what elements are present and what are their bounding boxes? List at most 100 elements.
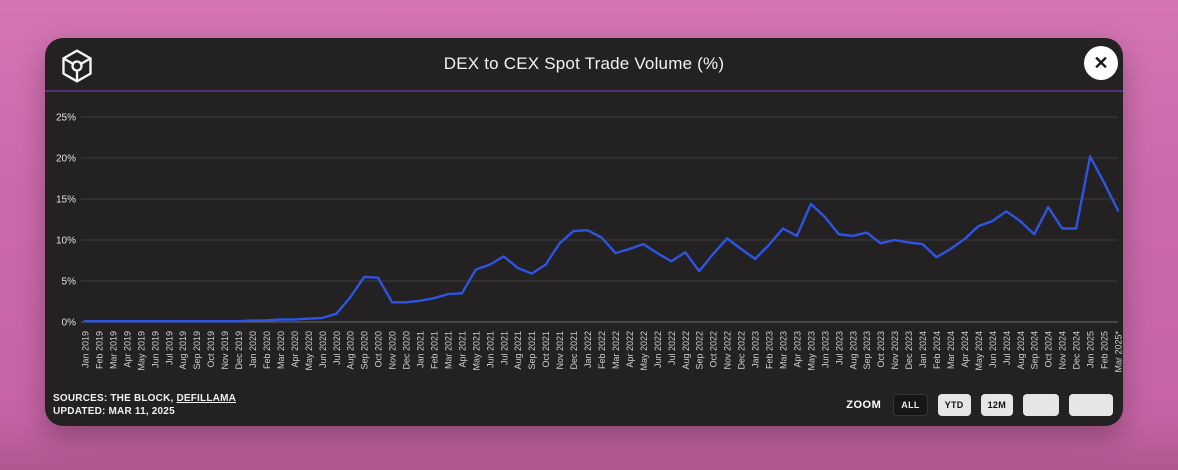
- x-tick-label: Apr 2019: [122, 331, 132, 368]
- page-title: DEX to CEX Spot Trade Volume (%): [443, 54, 725, 73]
- x-tick-label: Jan 2023: [751, 331, 761, 368]
- zoom-controls: ZOOM ALL YTD 12M: [846, 394, 1113, 418]
- widget-header: DEX to CEX Spot Trade Volume (%) ✕: [45, 38, 1123, 90]
- x-tick-label: Jul 2020: [332, 331, 342, 365]
- y-tick-label: 20%: [56, 154, 76, 165]
- x-tick-label: Aug 2021: [513, 331, 523, 370]
- header-divider: [45, 90, 1123, 92]
- x-tick-label: Feb 2023: [765, 331, 775, 369]
- x-tick-label: Oct 2024: [1044, 331, 1054, 368]
- x-tick-label: Feb 2021: [429, 331, 439, 369]
- line-chart: 0% 5% 10% 15% 20% 25% Jan 2019 Feb 2019 Mar 2019…: [56, 113, 1124, 373]
- x-tick-label: Nov 2020: [388, 331, 398, 370]
- chart-area: 0% 5% 10% 15% 20% 25% Jan 2019 Feb 2019 Mar 2019…: [45, 93, 1124, 393]
- x-tick-label: Jun 2023: [820, 331, 830, 368]
- dex-cex-volume-line: [83, 155, 1120, 323]
- x-tick-label: Jul 2021: [499, 331, 509, 365]
- x-tick-label: Jan 2019: [81, 331, 91, 368]
- x-tick-label: Dec 2020: [402, 331, 412, 370]
- x-tick-label: Sep 2020: [360, 331, 370, 370]
- x-tick-label: Apr 2023: [792, 331, 802, 368]
- y-tick-label: 25%: [56, 113, 76, 124]
- x-tick-label: Oct 2022: [709, 331, 719, 368]
- x-tick-label: Aug 2020: [346, 331, 356, 370]
- x-tick-label: Mar 2025*: [1114, 331, 1124, 373]
- x-tick-label: Nov 2021: [555, 331, 565, 370]
- x-tick-label: Feb 2025: [1100, 331, 1110, 369]
- zoom-label: ZOOM: [846, 399, 882, 411]
- sources-line: SOURCES: THE BLOCK, DEFILLAMA: [53, 392, 236, 405]
- y-tick-label: 0%: [62, 318, 77, 329]
- x-tick-label: Jul 2022: [667, 331, 677, 365]
- x-tick-label: Jun 2022: [653, 331, 663, 368]
- zoom-button-ytd[interactable]: YTD: [937, 394, 971, 416]
- x-tick-label: Mar 2022: [611, 331, 621, 369]
- x-tick-label: Jan 2022: [583, 331, 593, 368]
- x-tick-label: May 2024: [974, 331, 984, 371]
- x-tick-label: Feb 2022: [597, 331, 607, 369]
- x-tick-label: Aug 2022: [681, 331, 691, 370]
- x-tick-label: Jun 2019: [150, 331, 160, 368]
- x-tick-label: Oct 2021: [541, 331, 551, 368]
- x-tick-label: Oct 2020: [374, 331, 384, 368]
- x-tick-label: Jun 2020: [318, 331, 328, 368]
- updated-line: UPDATED: MAR 11, 2025: [53, 406, 175, 417]
- x-tick-label: Dec 2021: [569, 331, 579, 370]
- y-tick-label: 5%: [62, 277, 77, 288]
- x-tick-label: May 2022: [639, 331, 649, 371]
- x-tick-label: Nov 2023: [890, 331, 900, 370]
- x-tick-label: Nov 2019: [220, 331, 230, 370]
- x-tick-label: Apr 2021: [457, 331, 467, 368]
- x-tick-label: May 2019: [136, 331, 146, 371]
- x-tick-label: Jan 2024: [918, 331, 928, 368]
- y-tick-label: 15%: [56, 195, 76, 206]
- x-tick-label: Apr 2020: [290, 331, 300, 368]
- x-tick-label: Feb 2019: [94, 331, 104, 369]
- x-tick-label: Oct 2023: [876, 331, 886, 368]
- x-tick-label: Dec 2023: [904, 331, 914, 370]
- x-tick-label: Apr 2024: [960, 331, 970, 368]
- x-tick-label: Sep 2023: [862, 331, 872, 370]
- x-tick-label: Dec 2019: [234, 331, 244, 370]
- sources-prefix: SOURCES: THE BLOCK,: [53, 393, 177, 404]
- x-tick-label: Sep 2024: [1030, 331, 1040, 370]
- x-tick-label: Mar 2024: [946, 331, 956, 369]
- x-tick-label: Aug 2024: [1016, 331, 1026, 370]
- x-tick-label: Jan 2021: [416, 331, 426, 368]
- x-tick-label: Mar 2021: [443, 331, 453, 369]
- widget-footer: SOURCES: THE BLOCK, DEFILLAMA UPDATED: M…: [45, 388, 1123, 422]
- zoom-button-blank-3[interactable]: [1023, 394, 1059, 416]
- zoom-button-blank-4[interactable]: [1069, 394, 1113, 416]
- x-tick-label: May 2021: [471, 331, 481, 371]
- x-tick-label: Dec 2024: [1072, 331, 1082, 370]
- x-tick-label: Mar 2019: [108, 331, 118, 369]
- close-button[interactable]: ✕: [1084, 46, 1118, 80]
- x-tick-label: Jul 2019: [164, 331, 174, 365]
- x-tick-label: Apr 2022: [625, 331, 635, 368]
- x-tick-label: Sep 2019: [192, 331, 202, 370]
- x-tick-label: Jan 2025: [1086, 331, 1096, 368]
- x-tick-label: May 2020: [304, 331, 314, 371]
- x-tick-label: Feb 2020: [262, 331, 272, 369]
- sources-block: SOURCES: THE BLOCK, DEFILLAMA UPDATED: M…: [53, 392, 236, 418]
- x-tick-label: Nov 2024: [1058, 331, 1068, 370]
- x-tick-label: Sep 2022: [695, 331, 705, 370]
- defillama-link[interactable]: DEFILLAMA: [176, 393, 237, 404]
- x-tick-label: Feb 2024: [932, 331, 942, 369]
- x-tick-label: Nov 2022: [723, 331, 733, 370]
- zoom-button-12m[interactable]: 12M: [980, 394, 1013, 416]
- x-tick-label: Jun 2024: [988, 331, 998, 368]
- x-tick-label: May 2023: [806, 331, 816, 371]
- x-tick-label: Jun 2021: [485, 331, 495, 368]
- x-tick-label: Aug 2023: [848, 331, 858, 370]
- x-tick-label: Jul 2023: [834, 331, 844, 365]
- zoom-button-all[interactable]: ALL: [893, 394, 928, 416]
- x-tick-label: Mar 2023: [778, 331, 788, 369]
- x-tick-label: Oct 2019: [206, 331, 216, 368]
- x-tick-label: Sep 2021: [527, 331, 537, 370]
- chart-widget-card: DEX to CEX Spot Trade Volume (%) ✕ 0% 5% 1…: [45, 38, 1124, 426]
- x-tick-label: Mar 2020: [276, 331, 286, 369]
- x-tick-label: Dec 2022: [737, 331, 747, 370]
- x-tick-label: Aug 2019: [178, 331, 188, 370]
- y-tick-label: 10%: [56, 236, 76, 247]
